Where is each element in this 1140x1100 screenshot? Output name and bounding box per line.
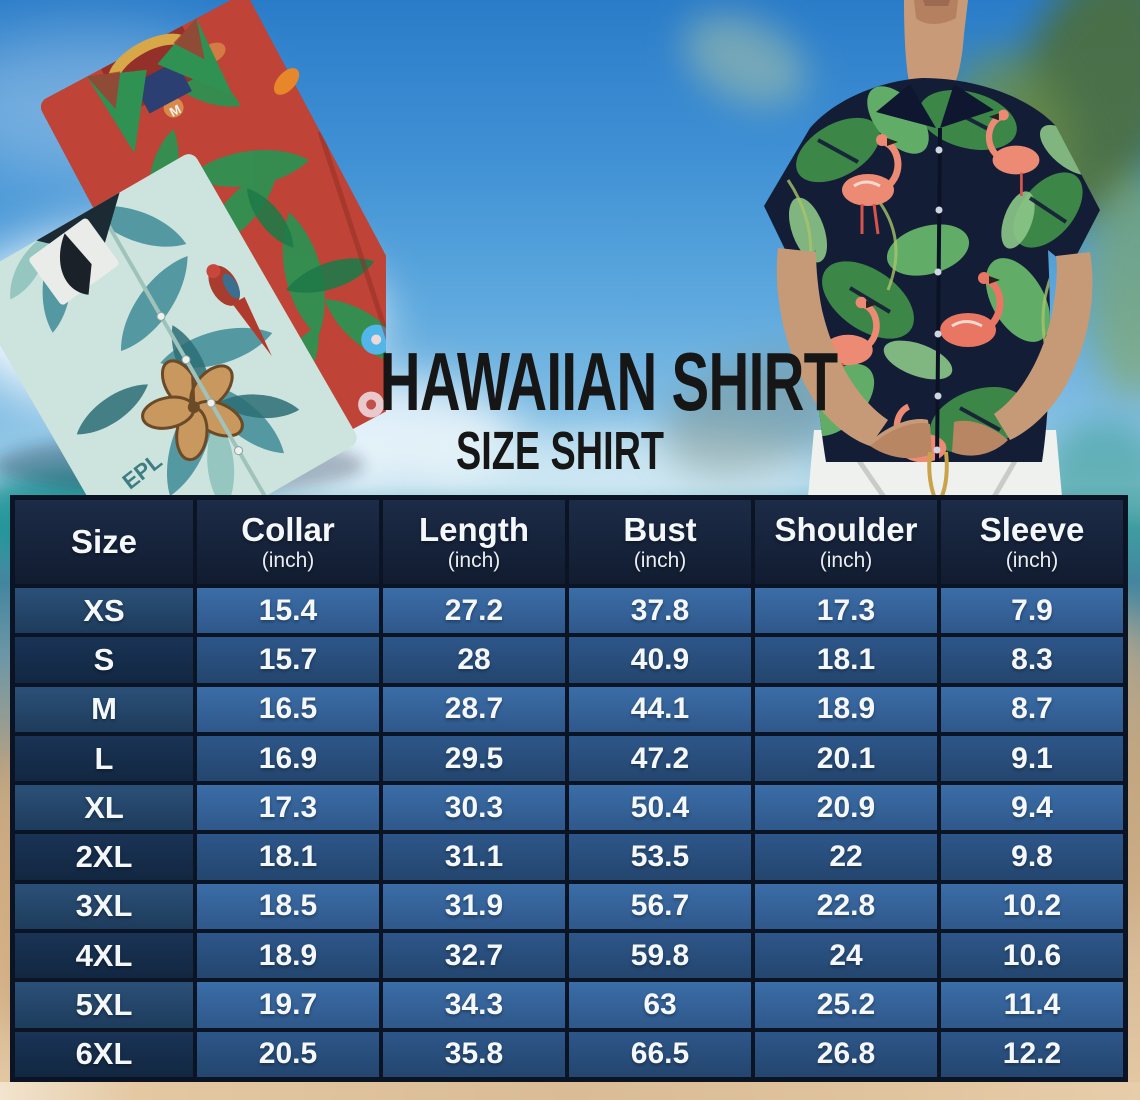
size-label-cell: L (15, 735, 193, 782)
collar-value-cell: 19.7 (197, 982, 379, 1028)
col-header-length: Length (inch) (383, 500, 565, 584)
length-value-cell: 28.7 (383, 686, 565, 732)
col-header-size: Size (15, 500, 193, 584)
size-label-cell: 5XL (15, 982, 193, 1028)
shoulder-value-cell: 17.3 (755, 588, 937, 634)
folded-shirts-photo: M (0, 0, 386, 505)
collar-value-cell: 15.4 (197, 588, 379, 634)
bust-value-cell: 59.8 (569, 933, 751, 979)
collar-value-cell: 16.5 (197, 686, 379, 732)
length-value-cell: 31.9 (383, 883, 565, 930)
sleeve-value-cell: 11.4 (941, 982, 1123, 1028)
col-header-collar: Collar (inch) (197, 500, 379, 584)
shoulder-value-cell: 18.9 (755, 686, 937, 732)
flamingo-shirt (764, 78, 1100, 462)
teal-hawaiian-shirt: EPL (0, 154, 357, 505)
size-label-cell: 4XL (15, 933, 193, 979)
model-arms (776, 248, 1093, 459)
page-subtitle: SIZE SHIRT (456, 421, 664, 482)
size-label-cell: 2XL (15, 834, 193, 880)
length-value-cell: 29.5 (383, 735, 565, 782)
collar-value-cell: 20.5 (197, 1031, 379, 1077)
length-value-cell: 32.7 (383, 933, 565, 979)
buttons (156, 311, 244, 456)
bust-value-cell: 63 (569, 982, 751, 1028)
sleeve-value-cell: 9.8 (941, 834, 1123, 880)
col-header-bust: Bust (inch) (569, 500, 751, 584)
model-neck (904, 0, 968, 86)
shoulder-value-cell: 22 (755, 834, 937, 880)
collar-value-cell: 18.1 (197, 834, 379, 880)
shoulder-value-cell: 18.1 (755, 637, 937, 683)
shoulder-value-cell: 25.2 (755, 982, 937, 1028)
bust-value-cell: 53.5 (569, 834, 751, 880)
size-table: Size Collar (inch) Length (inch) Bust (i… (10, 495, 1128, 1082)
size-label-cell: M (15, 686, 193, 732)
sleeve-value-cell: 10.2 (941, 883, 1123, 930)
page-title: HAWAIIAN SHIRT (379, 335, 838, 428)
collar-value-cell: 17.3 (197, 785, 379, 831)
model-lips (923, 0, 950, 6)
bust-value-cell: 56.7 (569, 883, 751, 930)
dark-fold (59, 233, 92, 295)
length-value-cell: 31.1 (383, 834, 565, 880)
collar-value-cell: 15.7 (197, 637, 379, 683)
col-header-shoulder: Shoulder (inch) (755, 500, 937, 584)
collar-value-cell: 18.5 (197, 883, 379, 930)
monstera-leaves (786, 86, 1097, 453)
length-value-cell: 35.8 (383, 1031, 565, 1077)
beach-sand-strip (0, 1082, 1140, 1100)
right-hand (952, 420, 1008, 456)
size-label-cell: 3XL (15, 883, 193, 930)
sleeve-value-cell: 12.2 (941, 1031, 1123, 1077)
sleeve-value-cell: 7.9 (941, 588, 1123, 634)
sleeve-logo (273, 68, 300, 95)
shoulder-value-cell: 26.8 (755, 1031, 937, 1077)
gold-neck-label (108, 33, 183, 78)
collar-left (876, 84, 936, 128)
sleeve-value-cell: 9.4 (941, 785, 1123, 831)
bust-value-cell: 50.4 (569, 785, 751, 831)
sleeve-value-cell: 8.3 (941, 637, 1123, 683)
length-value-cell: 34.3 (383, 982, 565, 1028)
parrot-print (206, 264, 272, 357)
model-photo (764, 0, 1100, 497)
shoulder-value-cell: 24 (755, 933, 937, 979)
bust-value-cell: 47.2 (569, 735, 751, 782)
sleeve-value-cell: 9.1 (941, 735, 1123, 782)
bust-value-cell: 40.9 (569, 637, 751, 683)
length-value-cell: 27.2 (383, 588, 565, 634)
length-value-cell: 28 (383, 637, 565, 683)
size-label-cell: 6XL (15, 1031, 193, 1077)
shoulder-value-cell: 20.1 (755, 735, 937, 782)
sleeve-value-cell: 8.7 (941, 686, 1123, 732)
size-label-cell: S (15, 637, 193, 683)
collar-value-cell: 16.9 (197, 735, 379, 782)
drawstring (927, 451, 949, 497)
length-value-cell: 30.3 (383, 785, 565, 831)
col-header-sleeve: Sleeve (inch) (941, 500, 1123, 584)
navy-neck-tag (133, 60, 192, 114)
bust-value-cell: 37.8 (569, 588, 751, 634)
sleeve-value-cell: 10.6 (941, 933, 1123, 979)
bust-value-cell: 66.5 (569, 1031, 751, 1077)
title-block: HAWAIIAN SHIRT SIZE SHIRT (295, 335, 838, 482)
shoulder-value-cell: 20.9 (755, 785, 937, 831)
size-label-cell: XL (15, 785, 193, 831)
size-label-cell: XS (15, 588, 193, 634)
bust-value-cell: 44.1 (569, 686, 751, 732)
collar-right (940, 84, 994, 128)
hibiscus-flower (141, 359, 244, 462)
shoulder-value-cell: 22.8 (755, 883, 937, 930)
left-hand (870, 422, 932, 459)
collar-value-cell: 18.9 (197, 933, 379, 979)
shirt-buttons (933, 146, 943, 454)
right-collar (157, 18, 234, 97)
